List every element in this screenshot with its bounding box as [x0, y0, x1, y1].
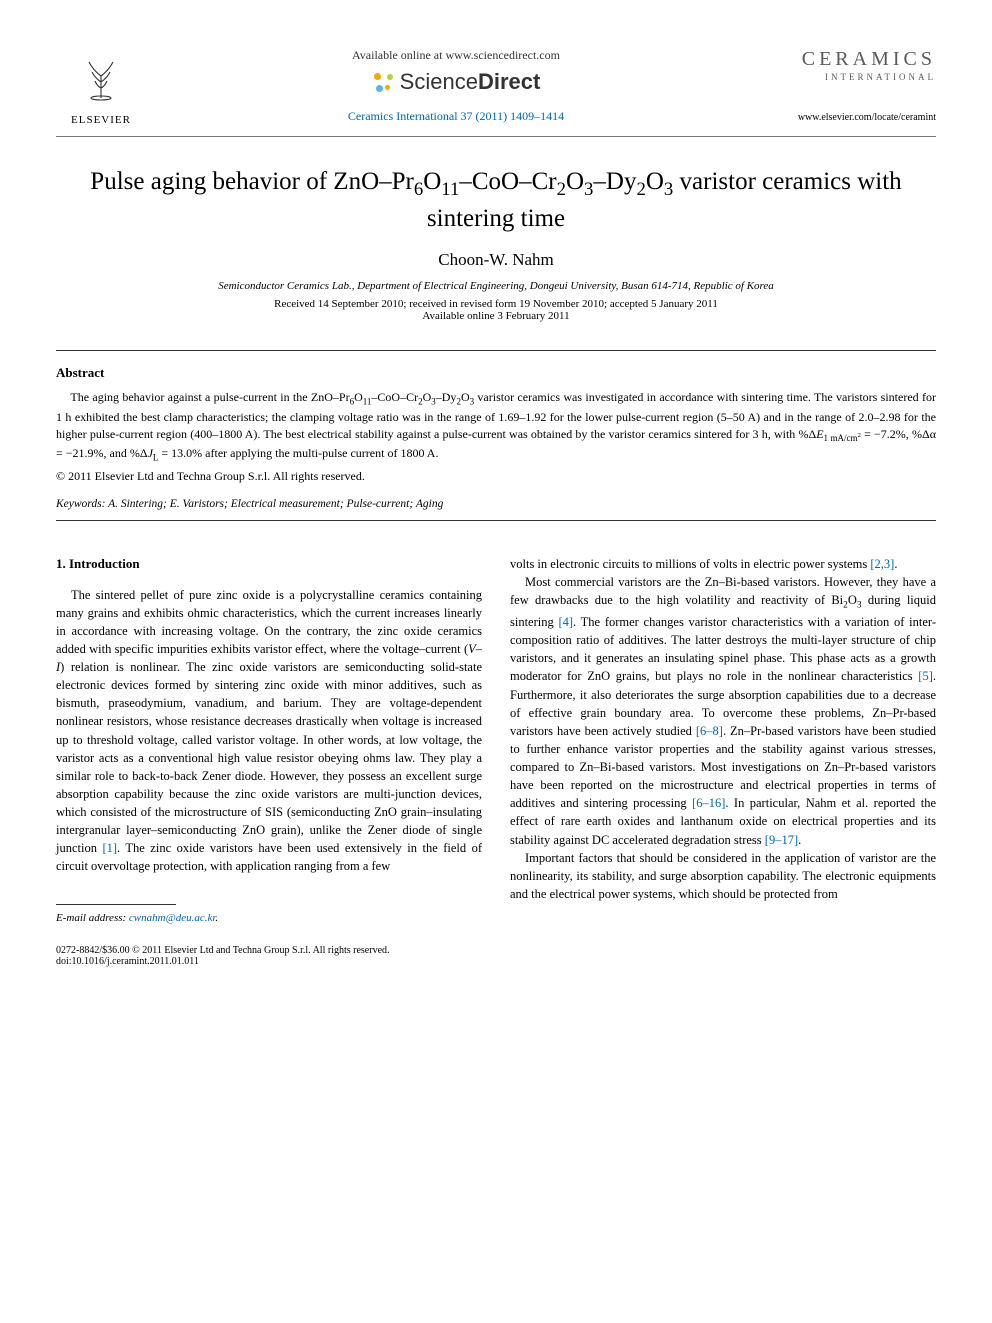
- email-link[interactable]: cwnahm@deu.ac.kr: [129, 912, 216, 924]
- affiliation: Semiconductor Ceramics Lab., Department …: [56, 280, 936, 292]
- corresponding-email: E-mail address: cwnahm@deu.ac.kr.: [56, 911, 482, 927]
- article-title: Pulse aging behavior of ZnO–Pr6O11–CoO–C…: [56, 165, 936, 236]
- column-left: 1. Introduction The sintered pellet of p…: [56, 555, 482, 927]
- sciencedirect-icon: [372, 71, 394, 93]
- sd-dir: Direct: [478, 69, 540, 94]
- body-columns: 1. Introduction The sintered pellet of p…: [56, 555, 936, 927]
- journal-logo-block: CERAMICS INTERNATIONAL www.elsevier.com/…: [766, 48, 936, 123]
- keywords-label: Keywords:: [56, 498, 105, 510]
- sd-sci: Science: [400, 69, 478, 94]
- author-name: Choon-W. Nahm: [56, 250, 936, 270]
- divider: [56, 520, 936, 521]
- elsevier-logo: ELSEVIER: [71, 48, 131, 126]
- body-paragraph: The sintered pellet of pure zinc oxide i…: [56, 586, 482, 876]
- abstract-paragraph: The aging behavior against a pulse-curre…: [56, 389, 936, 465]
- ceramics-sub: INTERNATIONAL: [766, 72, 936, 82]
- header-center: Available online at www.sciencedirect.co…: [146, 48, 766, 124]
- sciencedirect-wordmark: ScienceDirect: [400, 69, 541, 95]
- footnote-rule: [56, 904, 176, 905]
- column-right: volts in electronic circuits to millions…: [510, 555, 936, 927]
- elsevier-tree-icon: [71, 48, 131, 112]
- divider: [56, 350, 936, 351]
- ceramics-wordmark: CERAMICS: [766, 48, 936, 71]
- journal-reference[interactable]: Ceramics International 37 (2011) 1409–14…: [146, 109, 766, 124]
- keywords-text: A. Sintering; E. Varistors; Electrical m…: [105, 498, 443, 510]
- sciencedirect-logo[interactable]: ScienceDirect: [146, 69, 766, 95]
- abstract-body: The aging behavior against a pulse-curre…: [56, 389, 936, 465]
- page-header: ELSEVIER Available online at www.science…: [56, 48, 936, 137]
- email-label: E-mail address:: [56, 912, 129, 924]
- issn-line: 0272-8842/$36.00 © 2011 Elsevier Ltd and…: [56, 945, 936, 956]
- elsevier-label: ELSEVIER: [71, 114, 131, 126]
- article-dates-2: Available online 3 February 2011: [56, 310, 936, 322]
- keywords: Keywords: A. Sintering; E. Varistors; El…: [56, 498, 936, 510]
- section-heading-intro: 1. Introduction: [56, 555, 482, 574]
- article-dates-1: Received 14 September 2010; received in …: [56, 298, 936, 310]
- body-paragraph: Most commercial varistors are the Zn–Bi-…: [510, 573, 936, 849]
- available-online-text: Available online at www.sciencedirect.co…: [146, 48, 766, 63]
- abstract-heading: Abstract: [56, 365, 936, 381]
- doi-line: doi:10.1016/j.ceramint.2011.01.011: [56, 956, 936, 967]
- body-paragraph: Important factors that should be conside…: [510, 849, 936, 903]
- body-paragraph: volts in electronic circuits to millions…: [510, 555, 936, 573]
- publisher-logo-block: ELSEVIER: [56, 48, 146, 126]
- abstract-copyright: © 2011 Elsevier Ltd and Techna Group S.r…: [56, 469, 936, 484]
- locate-url[interactable]: www.elsevier.com/locate/ceramint: [766, 112, 936, 123]
- page-footer: 0272-8842/$36.00 © 2011 Elsevier Ltd and…: [56, 945, 936, 967]
